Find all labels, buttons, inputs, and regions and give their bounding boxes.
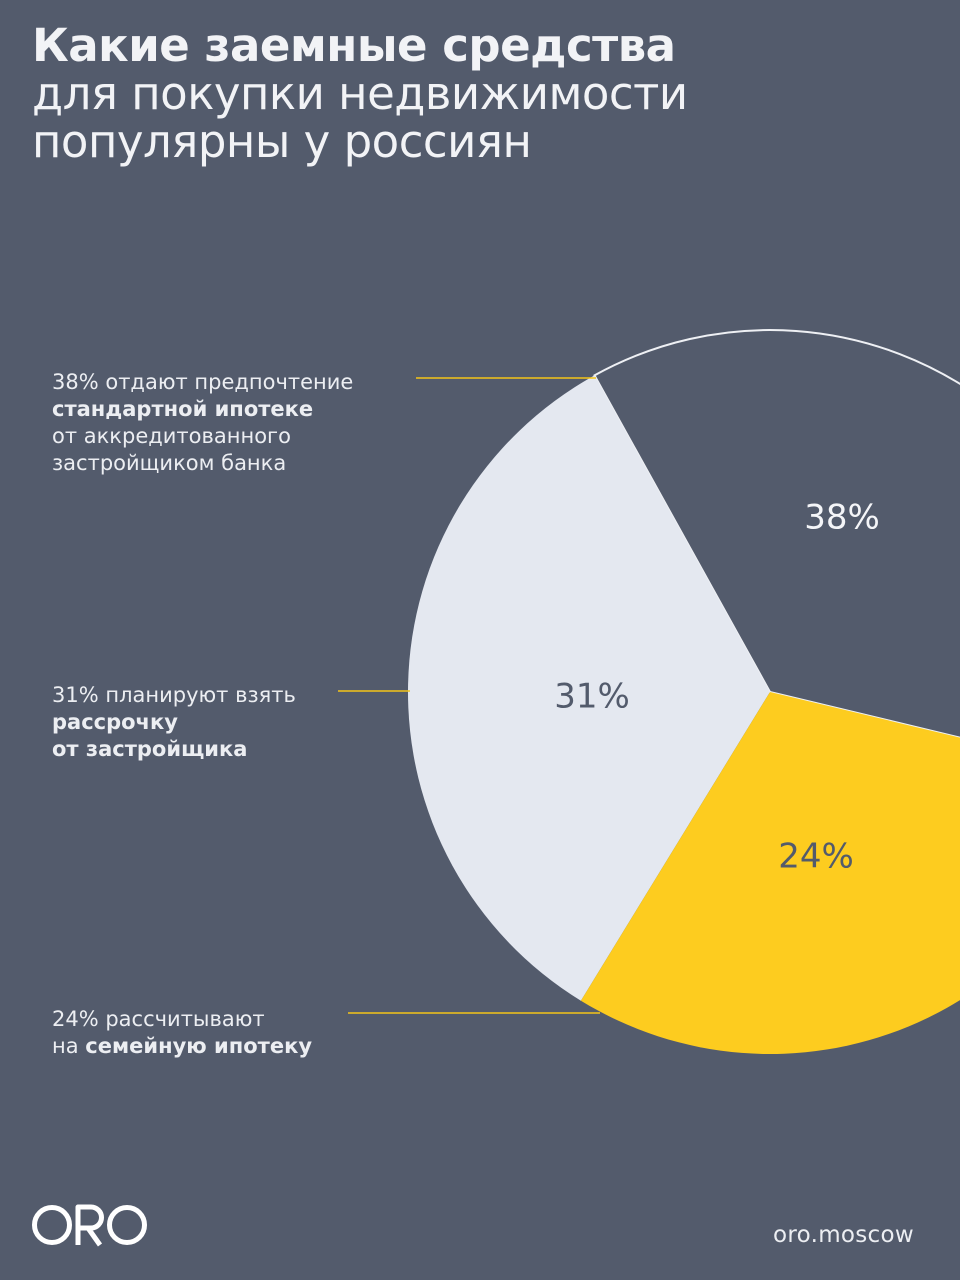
pie-slice-24: [580, 692, 960, 1055]
legend-highlight: стандартной ипотеке: [52, 397, 314, 421]
slice-label-24: 24%: [778, 837, 854, 877]
legend-item-standard-mortgage: 38% отдают предпочтение стандартной ипот…: [52, 369, 353, 477]
pie-slice-31: [407, 375, 770, 1001]
legend-text: 31% планируют взять: [52, 683, 296, 707]
slice-label-31: 31%: [554, 677, 630, 717]
legend-item-family-mortgage: 24% рассчитывают на семейную ипотеку: [52, 1006, 312, 1060]
pie-slice-38: [593, 329, 960, 739]
title-bold: Какие заемные средства: [32, 19, 676, 72]
legend-highlight: семейную ипотеку: [85, 1034, 313, 1058]
legend-text: 38% отдают предпочтение: [52, 370, 354, 394]
legend-text: от аккредитованного застройщиком банка: [52, 424, 291, 475]
page-title: Какие заемные средства для покупки недви…: [32, 22, 688, 166]
legend-highlight: рассрочку от застройщика: [52, 710, 248, 761]
legend-text: на: [52, 1034, 86, 1058]
oro-logo: [32, 1204, 147, 1247]
legend-item-installment: 31% планируют взять рассрочку от застрой…: [52, 682, 296, 763]
title-rest: для покупки недвижимости популярны у рос…: [32, 67, 688, 168]
website-link[interactable]: oro.moscow: [773, 1222, 914, 1248]
legend-text: 24% рассчитывают: [52, 1007, 265, 1031]
slice-label-38: 38%: [804, 498, 880, 538]
